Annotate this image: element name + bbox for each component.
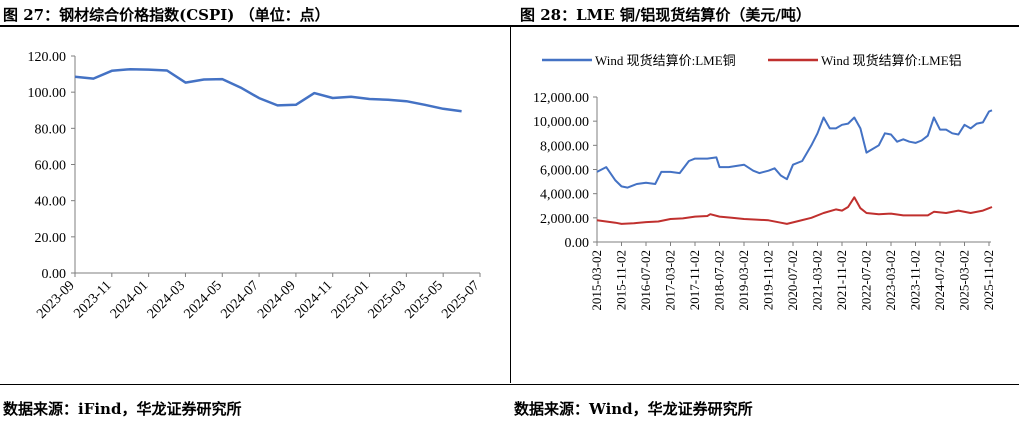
x-tick-label: 2023-09 [34,278,78,322]
x-tick-label: 2018-07-02 [712,250,727,311]
x-tick-label: 2025-03 [366,278,410,322]
lme-copper-series-line [596,109,993,189]
y-tick-label: 6,000.00 [540,164,589,179]
right-chart-title: 图 28：LME 铜/铝现货结算价（美元/吨） [520,6,811,24]
x-tick-label: 2015-11-02 [614,250,629,310]
x-tick-label: 2025-05 [402,278,446,322]
y-tick-label: 0.00 [565,236,590,251]
x-tick-label: 2025-01 [329,278,373,322]
panel-divider [510,27,511,383]
x-tick-label: 2024-09 [255,278,299,322]
y-tick-label: 40.00 [35,195,67,210]
left-chart-title: 图 27：钢材综合价格指数(CSPI) （单位：点） [3,6,330,24]
y-tick-label: 120.00 [28,50,67,65]
y-tick-label: 12,000.00 [533,91,589,106]
x-tick-label: 2024-03 [145,278,189,322]
y-tick-label: 80.00 [35,122,67,137]
x-tick-label: 2023-11-02 [908,250,923,310]
y-tick-label: 0.00 [42,267,67,282]
left-chart: 0.00 20.00 40.00 60.00 80.00 100.00 120.00 2023… [28,50,483,322]
y-tick-label: 4,000.00 [540,188,589,203]
top-rule [0,25,1019,27]
x-tick-label: 2017-11-02 [687,250,702,310]
lme-aluminum-series-line [596,196,993,225]
x-tick-label: 2021-03-02 [810,250,825,311]
legend-copper-label: Wind 现货结算价:LME铜 [595,53,736,68]
y-tick-label: 100.00 [28,86,67,101]
right-chart: 0.00 2,000.00 4,000.00 6,000.00 8,000.00 10,0… [533,53,996,311]
left-chart-source: 数据来源：iFind，华龙证券研究所 [3,400,242,418]
cspi-series-line [74,67,462,113]
x-tick-label: 2020-07-02 [785,250,800,311]
bottom-rule [0,384,1019,385]
x-tick-label: 2023-11 [71,278,114,321]
x-tick-label: 2016-07-02 [638,250,653,311]
x-tick-label: 2025-07 [439,278,483,322]
y-tick-label: 10,000.00 [533,115,589,130]
x-tick-label: 2023-03-02 [883,250,898,311]
x-tick-label: 2024-05 [181,278,225,322]
x-tick-label: 2017-03-02 [663,250,678,311]
x-tick-label: 2024-07 [218,278,262,322]
x-tick-label: 2024-11 [292,278,335,321]
right-chart-source: 数据来源：Wind，华龙证券研究所 [514,400,753,418]
x-tick-label: 2022-07-02 [859,250,874,311]
x-tick-label: 2025-03-02 [957,250,972,311]
x-tick-label: 2024-01 [108,278,152,322]
y-tick-label: 8,000.00 [540,139,589,154]
x-tick-label: 2021-11-02 [834,250,849,310]
y-tick-label: 60.00 [35,159,67,174]
x-tick-label: 2019-03-02 [736,250,751,311]
y-tick-label: 2,000.00 [540,212,589,227]
y-tick-label: 20.00 [35,231,67,246]
legend-aluminum-label: Wind 现货结算价:LME铝 [821,53,962,68]
x-tick-label: 2025-11-02 [981,250,996,310]
x-tick-label: 2015-03-02 [589,250,604,311]
x-tick-label: 2024-07-02 [932,250,947,311]
x-tick-label: 2019-11-02 [761,250,776,310]
